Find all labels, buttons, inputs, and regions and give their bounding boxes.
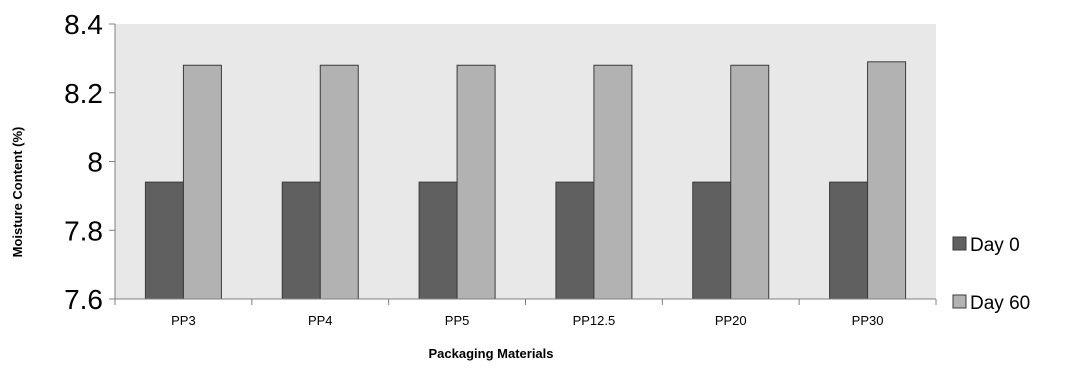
bar-day-60-pp4 bbox=[319, 64, 359, 300]
x-tick-label: PP5 bbox=[445, 313, 470, 328]
y-tick-label: 8 bbox=[87, 147, 103, 178]
y-axis-title: Moisture Content (%) bbox=[10, 127, 25, 258]
bar-day-0-pp12-5 bbox=[555, 181, 595, 300]
bar-day-60-pp20 bbox=[730, 64, 770, 300]
legend: Day 0 Day 60 bbox=[952, 235, 1030, 314]
x-ticks-group: PP3 PP4 PP5 PP12.5 PP20 PP30 bbox=[114, 299, 937, 328]
bar-day-60-pp5 bbox=[456, 64, 496, 300]
plot-area bbox=[115, 24, 936, 299]
x-tick-label: PP20 bbox=[715, 313, 747, 328]
y-tick-label: 8.2 bbox=[64, 78, 103, 109]
legend-label: Day 60 bbox=[970, 293, 1030, 314]
bar-day-60-pp3 bbox=[182, 64, 222, 300]
x-tick-label: PP4 bbox=[308, 313, 333, 328]
bar-day-0-pp20 bbox=[692, 181, 732, 300]
bar-day-0-pp4 bbox=[281, 181, 321, 300]
x-tick-label: PP30 bbox=[852, 313, 884, 328]
y-tick-label: 7.8 bbox=[64, 215, 103, 246]
y-tick-label: 8.4 bbox=[64, 9, 103, 40]
x-tick-label: PP3 bbox=[171, 313, 196, 328]
legend-swatch bbox=[952, 294, 967, 309]
x-tick-label: PP12.5 bbox=[573, 313, 616, 328]
legend-label: Day 0 bbox=[970, 235, 1020, 256]
bar-day-0-pp5 bbox=[418, 181, 458, 300]
bar-day-60-pp30 bbox=[867, 61, 907, 300]
y-tick-label: 7.6 bbox=[64, 284, 103, 315]
bars-group bbox=[144, 61, 907, 300]
legend-swatch bbox=[952, 236, 967, 251]
bar-day-0-pp3 bbox=[144, 181, 184, 300]
y-ticks-group: 7.6 7.8 8 8.2 8.4 bbox=[64, 9, 115, 315]
bar-day-0-pp30 bbox=[829, 181, 869, 300]
bar-day-60-pp12-5 bbox=[593, 64, 633, 300]
x-axis-title: Packaging Materials bbox=[429, 346, 554, 361]
